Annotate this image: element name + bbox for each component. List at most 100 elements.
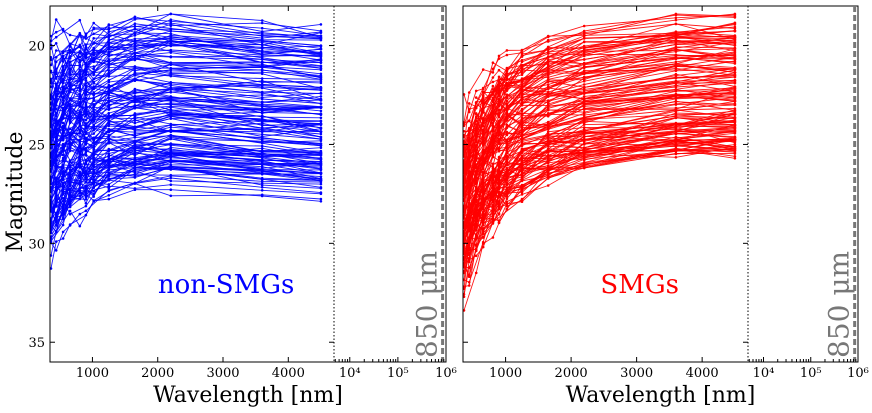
data-point — [674, 16, 678, 20]
data-point — [582, 116, 586, 120]
data-point — [505, 116, 509, 120]
data-point — [481, 236, 485, 239]
data-point — [733, 120, 737, 123]
data-point — [78, 84, 82, 88]
data-point — [520, 107, 524, 111]
data-point — [107, 155, 111, 158]
data-point — [133, 78, 137, 81]
data-point — [520, 101, 524, 104]
data-point — [260, 133, 264, 136]
data-point — [481, 162, 485, 165]
data-point — [474, 222, 478, 226]
data-point — [481, 138, 485, 142]
data-point — [546, 139, 550, 142]
data-point — [733, 85, 737, 88]
data-point — [481, 203, 485, 206]
data-point — [169, 48, 173, 52]
data-point — [50, 56, 53, 59]
data-point — [733, 46, 737, 50]
data-point — [50, 202, 53, 205]
data-point — [497, 157, 501, 161]
data-point — [474, 101, 478, 104]
data-point — [78, 120, 82, 123]
data-point — [260, 68, 264, 72]
data-point — [520, 116, 524, 120]
data-point — [133, 154, 137, 157]
data-point — [497, 147, 501, 150]
data-point — [50, 130, 53, 133]
data-point — [733, 96, 737, 99]
data-point — [61, 153, 65, 157]
data-point — [78, 100, 82, 104]
data-point — [54, 220, 58, 224]
data-point — [319, 172, 323, 175]
data-point — [84, 34, 88, 38]
data-point — [107, 119, 111, 123]
data-point — [78, 45, 82, 48]
series-line — [468, 68, 735, 176]
data-point — [319, 91, 323, 95]
data-point — [733, 54, 737, 57]
data-point — [61, 164, 65, 168]
data-point — [84, 209, 88, 213]
data-point — [505, 151, 509, 155]
series-line — [463, 121, 735, 234]
data-point — [546, 124, 550, 128]
data-point — [674, 18, 678, 22]
data-point — [467, 256, 471, 260]
data-point — [319, 160, 323, 163]
data-point — [107, 174, 111, 177]
data-point — [733, 111, 737, 114]
data-point — [474, 126, 478, 130]
data-point — [54, 118, 58, 121]
data-point — [546, 63, 550, 66]
log-x-tick-label: 10⁵ — [387, 366, 409, 381]
data-point — [50, 34, 53, 38]
data-point — [92, 65, 95, 68]
data-point — [467, 284, 471, 287]
data-point — [319, 54, 323, 58]
series-line — [463, 124, 735, 215]
data-point — [133, 15, 137, 19]
data-point — [68, 108, 72, 111]
data-point — [50, 182, 53, 185]
data-point — [497, 124, 501, 127]
data-point — [54, 165, 58, 169]
data-point — [78, 180, 82, 184]
data-point — [497, 75, 501, 79]
data-point — [92, 151, 95, 155]
data-point — [582, 78, 586, 81]
data-point — [505, 114, 509, 118]
band-line-label: 850 μm — [411, 251, 444, 358]
data-point — [463, 133, 466, 137]
data-point — [169, 74, 173, 78]
data-point — [84, 111, 88, 114]
data-point — [463, 93, 466, 96]
data-point — [733, 36, 737, 39]
series-line — [50, 129, 321, 207]
data-point — [481, 208, 485, 211]
data-point — [169, 55, 173, 58]
data-point — [582, 146, 586, 150]
data-point — [50, 69, 53, 73]
data-point — [54, 70, 58, 74]
data-point — [474, 237, 478, 240]
series-line — [463, 109, 736, 223]
data-point — [260, 160, 264, 164]
data-point — [107, 188, 111, 192]
data-point — [733, 29, 737, 32]
data-point — [520, 99, 524, 102]
data-point — [92, 67, 95, 71]
data-point — [497, 192, 501, 195]
data-point — [474, 165, 478, 169]
data-point — [520, 58, 524, 62]
data-point — [61, 176, 65, 180]
series-line — [50, 183, 321, 238]
data-point — [260, 53, 264, 57]
data-point — [491, 76, 495, 79]
data-point — [169, 149, 173, 152]
data-point — [84, 130, 88, 134]
data-point — [107, 183, 111, 186]
data-point — [505, 171, 509, 174]
data-point — [505, 190, 509, 194]
